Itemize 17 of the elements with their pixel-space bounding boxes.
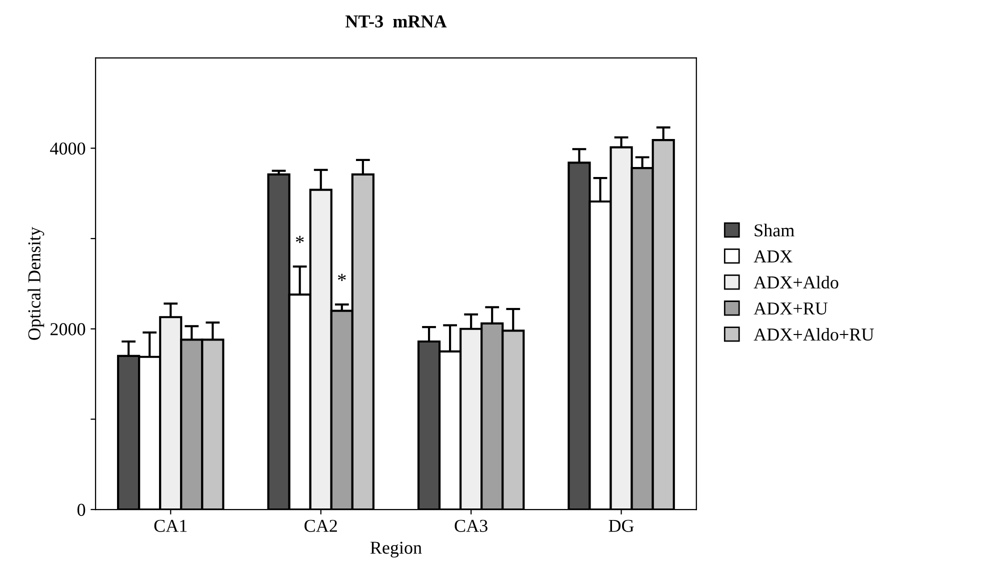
x-tick-label: CA1 <box>154 520 187 532</box>
annotation: * <box>338 274 346 281</box>
x-tick-label: CA3 <box>454 520 488 532</box>
legend-label: Sham <box>754 224 794 236</box>
y-tick-label: 4000 <box>50 142 86 155</box>
legend-label: ADX+RU <box>754 302 828 315</box>
x-tick-label: CA2 <box>304 520 337 532</box>
legend-label: ADX <box>754 250 792 262</box>
annotation: * <box>296 236 304 244</box>
legend-label: ADX+Aldo+RU <box>754 328 874 341</box>
y-axis-title: Optical Density <box>28 226 44 340</box>
x-tick-label: DG <box>608 520 634 532</box>
x-axis-title: Region <box>370 542 422 558</box>
y-tick-label: 0 <box>77 504 86 516</box>
legend-label: ADX+Aldo <box>754 276 838 289</box>
y-tick-label: 2000 <box>50 323 86 336</box>
chart-title: NT-3 mRNA <box>345 15 447 28</box>
